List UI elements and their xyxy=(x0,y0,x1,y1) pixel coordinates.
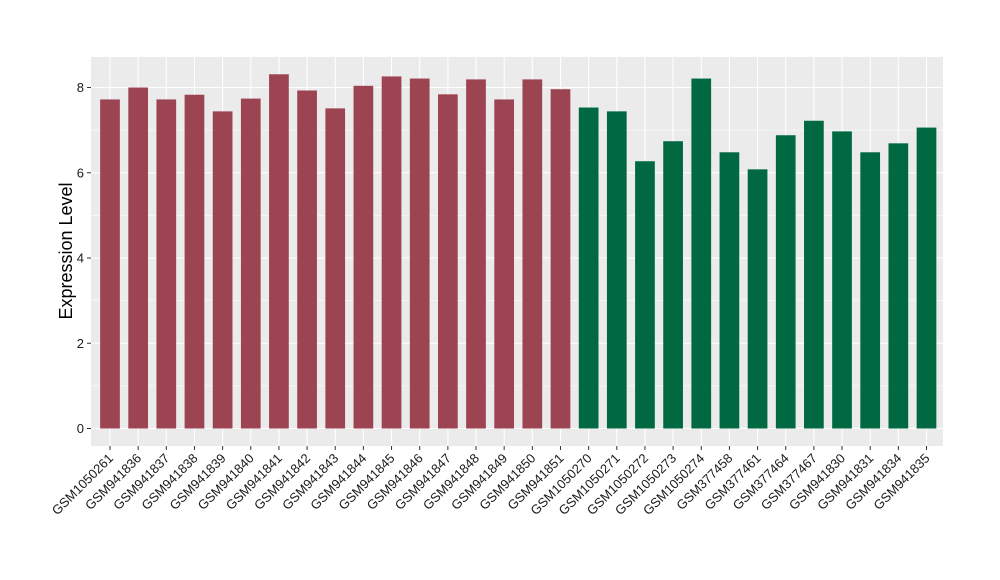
bar-GSM941836 xyxy=(128,87,149,429)
y-tick-label: 4 xyxy=(77,251,84,266)
y-tick-label: 8 xyxy=(77,80,84,95)
bar-GSM1050273 xyxy=(663,141,683,429)
bar-GSM941843 xyxy=(325,108,346,429)
bar-GSM941837 xyxy=(156,99,177,429)
bar-GSM377467 xyxy=(804,120,824,429)
bar-GSM941842 xyxy=(297,90,317,429)
bar-GSM941830 xyxy=(832,131,852,429)
bar-GSM941851 xyxy=(550,89,571,429)
bar-GSM1050271 xyxy=(606,111,627,429)
bar-GSM941831 xyxy=(860,152,881,429)
bar-GSM941848 xyxy=(466,79,486,429)
panel-background xyxy=(91,57,943,446)
bar-GSM1050261 xyxy=(100,99,120,429)
y-tick-label: 2 xyxy=(77,336,84,351)
bar-GSM941841 xyxy=(269,74,289,429)
y-axis: 0 2 4 6 8 xyxy=(77,80,91,436)
bar-GSM1050272 xyxy=(635,161,655,429)
bar-GSM941838 xyxy=(184,94,205,429)
bar-GSM941844 xyxy=(353,85,374,429)
y-tick-label: 6 xyxy=(77,165,84,180)
bar-GSM1050274 xyxy=(691,78,712,429)
bar-GSM941850 xyxy=(522,79,543,429)
y-axis-title: Expression Level xyxy=(56,182,76,319)
bar-GSM941847 xyxy=(438,94,458,429)
y-tick-label: 0 xyxy=(77,421,84,436)
bar-GSM377458 xyxy=(719,152,740,429)
bar-GSM941834 xyxy=(888,143,909,429)
bar-GSM377461 xyxy=(747,169,768,429)
bar-GSM377464 xyxy=(775,135,796,429)
bar-GSM941839 xyxy=(212,111,233,429)
bar-GSM1050270 xyxy=(578,107,599,429)
bar-GSM941840 xyxy=(240,98,261,429)
bar-GSM941835 xyxy=(916,127,937,429)
x-axis: GSM1050261GSM941836GSM941837GSM941838GSM… xyxy=(49,446,933,518)
bar-GSM941846 xyxy=(409,78,430,429)
bar-GSM941845 xyxy=(381,76,402,429)
bar-GSM941849 xyxy=(494,99,515,429)
bars xyxy=(100,74,937,429)
